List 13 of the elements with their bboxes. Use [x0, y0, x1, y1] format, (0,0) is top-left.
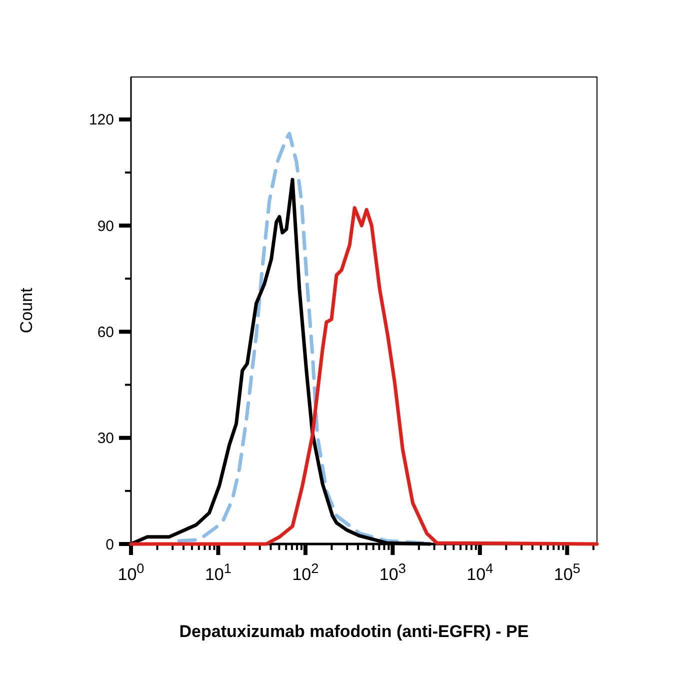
x-tick-label: 10$^{1}$ [204, 560, 232, 584]
x-tick-label: 10$^{0}$ [118, 560, 145, 584]
y-tick-label: 30 [97, 430, 114, 448]
x-tick-label: 10$^{2}$ [292, 560, 319, 584]
x-axis-title: Depatuxizumab mafodotin (anti-EGFR) - PE [179, 622, 529, 641]
x-tick-label: 10$^{4}$ [466, 560, 494, 584]
y-tick-label: 0 [106, 536, 114, 554]
y-tick-label: 90 [97, 218, 114, 235]
x-tick-label: 10$^{3}$ [379, 560, 406, 584]
y-tick-label: 60 [97, 324, 114, 341]
y-axis-title: Count [17, 288, 36, 334]
x-tick-label: 10$^{5}$ [554, 560, 580, 584]
y-tick-label: 120 [88, 112, 114, 129]
